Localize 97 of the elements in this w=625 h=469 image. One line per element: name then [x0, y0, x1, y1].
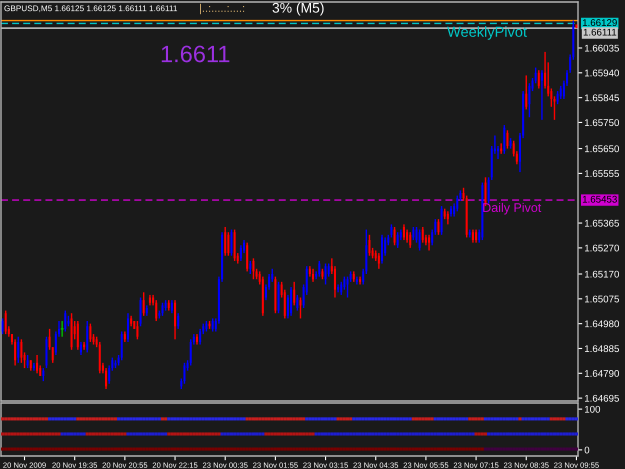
candlestick — [212, 318, 214, 332]
y-tick-label: 1.65650 — [584, 145, 620, 152]
candlestick — [506, 130, 508, 150]
candlestick — [4, 310, 7, 335]
candlestick — [89, 322, 92, 343]
candlestick — [394, 226, 396, 246]
candlestick — [324, 262, 327, 286]
candlestick — [346, 276, 349, 298]
candlestick — [472, 228, 474, 244]
candlestick — [105, 367, 108, 390]
candlestick — [124, 330, 126, 343]
candlestick — [205, 320, 208, 332]
candlestick — [161, 302, 164, 317]
candlestick — [249, 260, 252, 275]
candlestick — [446, 210, 449, 226]
candlestick — [80, 341, 82, 356]
candlestick — [130, 315, 132, 327]
candlestick — [246, 242, 248, 272]
candlestick — [368, 234, 370, 256]
candlestick — [290, 286, 292, 317]
candlestick — [142, 292, 145, 317]
candlestick — [140, 296, 142, 327]
candlestick — [440, 205, 443, 236]
y-tick-label: 1.65270 — [584, 244, 620, 252]
y-tick-label: 1.65365 — [584, 220, 619, 227]
candlestick — [525, 74, 528, 110]
candlestick — [475, 228, 478, 244]
candlestick — [17, 336, 20, 364]
candlestick — [126, 312, 130, 343]
candlestick — [503, 124, 506, 155]
candlestick — [177, 312, 180, 330]
candlestick — [293, 281, 296, 306]
candlestick — [168, 299, 170, 312]
candlestick — [418, 228, 421, 252]
text: 1.66111 — [584, 28, 616, 36]
candlestick — [76, 320, 79, 350]
candlestick — [224, 226, 226, 256]
y-tick-label: 0 — [584, 446, 590, 454]
candlestick — [155, 299, 158, 322]
candlestick — [428, 234, 430, 252]
candlestick — [174, 299, 176, 340]
candlestick — [148, 294, 151, 306]
candlestick — [500, 142, 502, 155]
candlestick — [42, 367, 44, 382]
candlestick — [36, 354, 38, 374]
candlestick — [510, 137, 512, 150]
candlestick — [312, 268, 314, 283]
candlestick — [30, 360, 32, 372]
candlestick — [352, 270, 355, 283]
candlestick — [402, 224, 405, 241]
candlestick — [196, 333, 198, 346]
candlestick — [450, 205, 452, 218]
candlestick — [318, 260, 320, 278]
candlestick — [67, 315, 70, 327]
y-tick-label: 1.64790 — [584, 370, 620, 377]
candlestick — [412, 226, 414, 241]
y-tick-label: 1.65075 — [584, 296, 619, 302]
candlestick — [296, 294, 298, 312]
candlestick — [64, 310, 66, 332]
annotation: 1.6611 — [162, 46, 230, 62]
candlestick — [170, 299, 173, 314]
candlestick — [299, 296, 302, 320]
y-tick-label: 1.64885 — [584, 345, 619, 352]
y-tick-label: 1.65750 — [584, 119, 620, 126]
annotation: |..:.....:....: — [200, 4, 244, 14]
candlestick — [86, 320, 88, 354]
candlestick — [230, 228, 233, 256]
candlestick — [136, 320, 138, 340]
annotation: 1.66129 — [582, 19, 617, 26]
annotation: 3% (M5) — [272, 2, 324, 16]
candlestick — [538, 70, 540, 90]
ref-line-label: WeeklyPivot — [447, 26, 527, 40]
candlestick — [396, 232, 399, 249]
candlestick — [409, 232, 412, 249]
y-tick-label: 1.65555 — [584, 170, 619, 178]
candlestick — [422, 226, 424, 244]
y-tick-label: 1.64980 — [584, 320, 620, 328]
y-tick-label: 1.65940 — [584, 70, 620, 76]
y-tick-label: 1.65845 — [584, 94, 619, 102]
candlestick — [540, 70, 543, 121]
chart-title: GBPUSD,M5 1.66125 1.66125 1.66111 1.66111 — [4, 5, 178, 12]
candlestick — [378, 252, 380, 270]
y-tick-label: 1.64695 — [584, 394, 619, 402]
candlestick — [556, 90, 559, 105]
candlestick — [321, 268, 324, 280]
candlestick — [497, 145, 500, 160]
candlestick — [252, 258, 254, 280]
candlestick — [26, 354, 29, 369]
annotation: 1.65453 — [582, 196, 617, 203]
candlestick — [437, 218, 440, 236]
candlestick — [146, 304, 148, 317]
candlestick — [380, 234, 384, 264]
y-tick-label: 1.66035 — [584, 44, 619, 52]
candlestick — [20, 338, 22, 364]
candlestick — [2, 318, 4, 335]
y-tick-label: 100 — [584, 406, 600, 413]
y-tick-label: 1.65170 — [584, 270, 620, 278]
